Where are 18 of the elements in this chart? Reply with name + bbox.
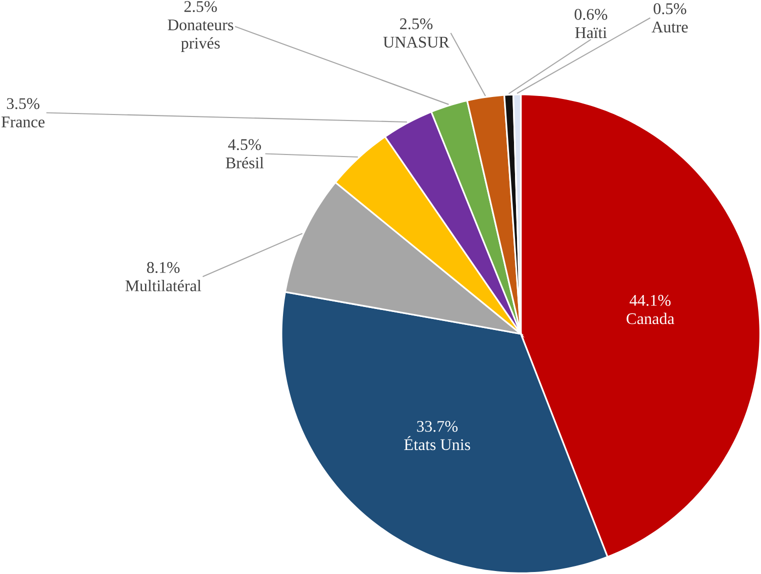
data-label: 0.6%: [574, 8, 608, 20]
data-label: 2.5%: [400, 18, 432, 30]
slice-label: Multilatéral: [126, 280, 202, 292]
slice-label: Autre: [652, 22, 688, 32]
slice-label: France: [2, 116, 45, 128]
slice-label: États Unis: [404, 436, 470, 450]
slice-label: UNASUR: [383, 36, 450, 48]
data-label: 2.5%: [184, 1, 217, 12]
data-label: 4.5%: [228, 139, 261, 150]
data-label: 44.1%: [630, 294, 671, 306]
slice-label: Canada: [626, 312, 674, 324]
data-label: 0.5%: [654, 3, 686, 14]
slice-label: Donateurs privés: [168, 20, 234, 52]
slice-label: Haïti: [575, 27, 607, 38]
data-label: 3.5%: [7, 98, 40, 110]
data-label: 33.7%: [417, 420, 458, 432]
slice-label: Brésil: [226, 156, 264, 168]
data-label: 8.1%: [147, 262, 180, 274]
